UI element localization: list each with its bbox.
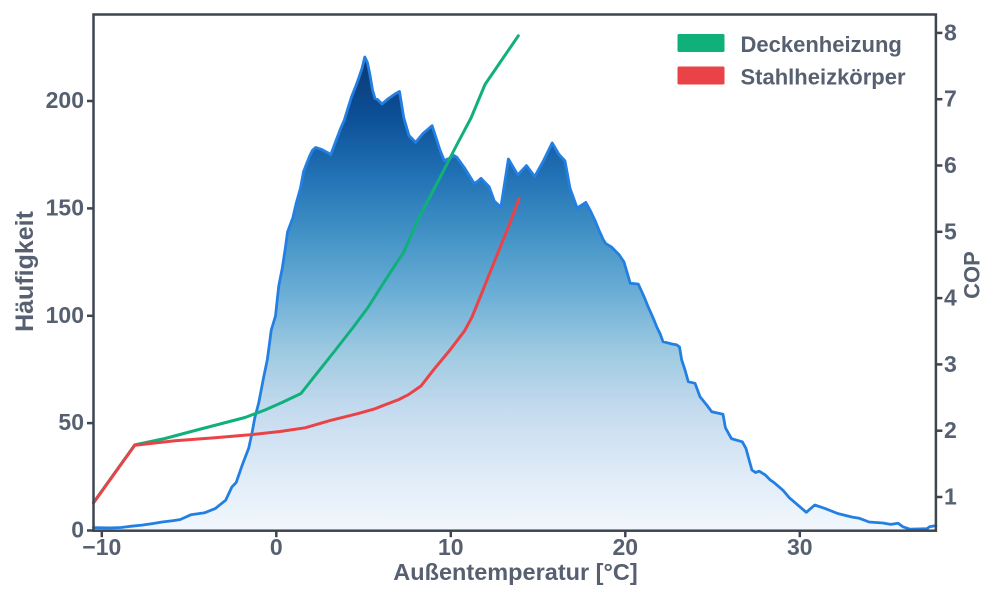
svg-text:7: 7 xyxy=(944,86,957,112)
svg-text:Deckenheizung: Deckenheizung xyxy=(741,32,902,57)
svg-text:50: 50 xyxy=(58,409,84,435)
svg-text:0: 0 xyxy=(71,517,84,543)
svg-text:5: 5 xyxy=(944,218,957,244)
svg-text:Stahlheizkörper: Stahlheizkörper xyxy=(741,64,906,89)
svg-text:2: 2 xyxy=(944,417,957,443)
svg-text:150: 150 xyxy=(46,194,84,220)
svg-text:6: 6 xyxy=(944,152,957,178)
svg-text:200: 200 xyxy=(46,87,84,113)
svg-text:COP: COP xyxy=(960,251,985,299)
svg-text:−10: −10 xyxy=(82,534,121,560)
svg-text:30: 30 xyxy=(787,534,813,560)
svg-text:Außentemperatur [°C]: Außentemperatur [°C] xyxy=(393,559,637,585)
svg-text:Häufigkeit: Häufigkeit xyxy=(11,210,39,332)
svg-text:20: 20 xyxy=(613,534,639,560)
svg-text:0: 0 xyxy=(270,534,283,560)
svg-text:1: 1 xyxy=(944,484,957,510)
svg-text:3: 3 xyxy=(944,351,957,377)
svg-text:4: 4 xyxy=(944,285,957,311)
svg-text:10: 10 xyxy=(438,534,464,560)
svg-text:8: 8 xyxy=(944,19,957,45)
svg-text:100: 100 xyxy=(46,302,84,328)
